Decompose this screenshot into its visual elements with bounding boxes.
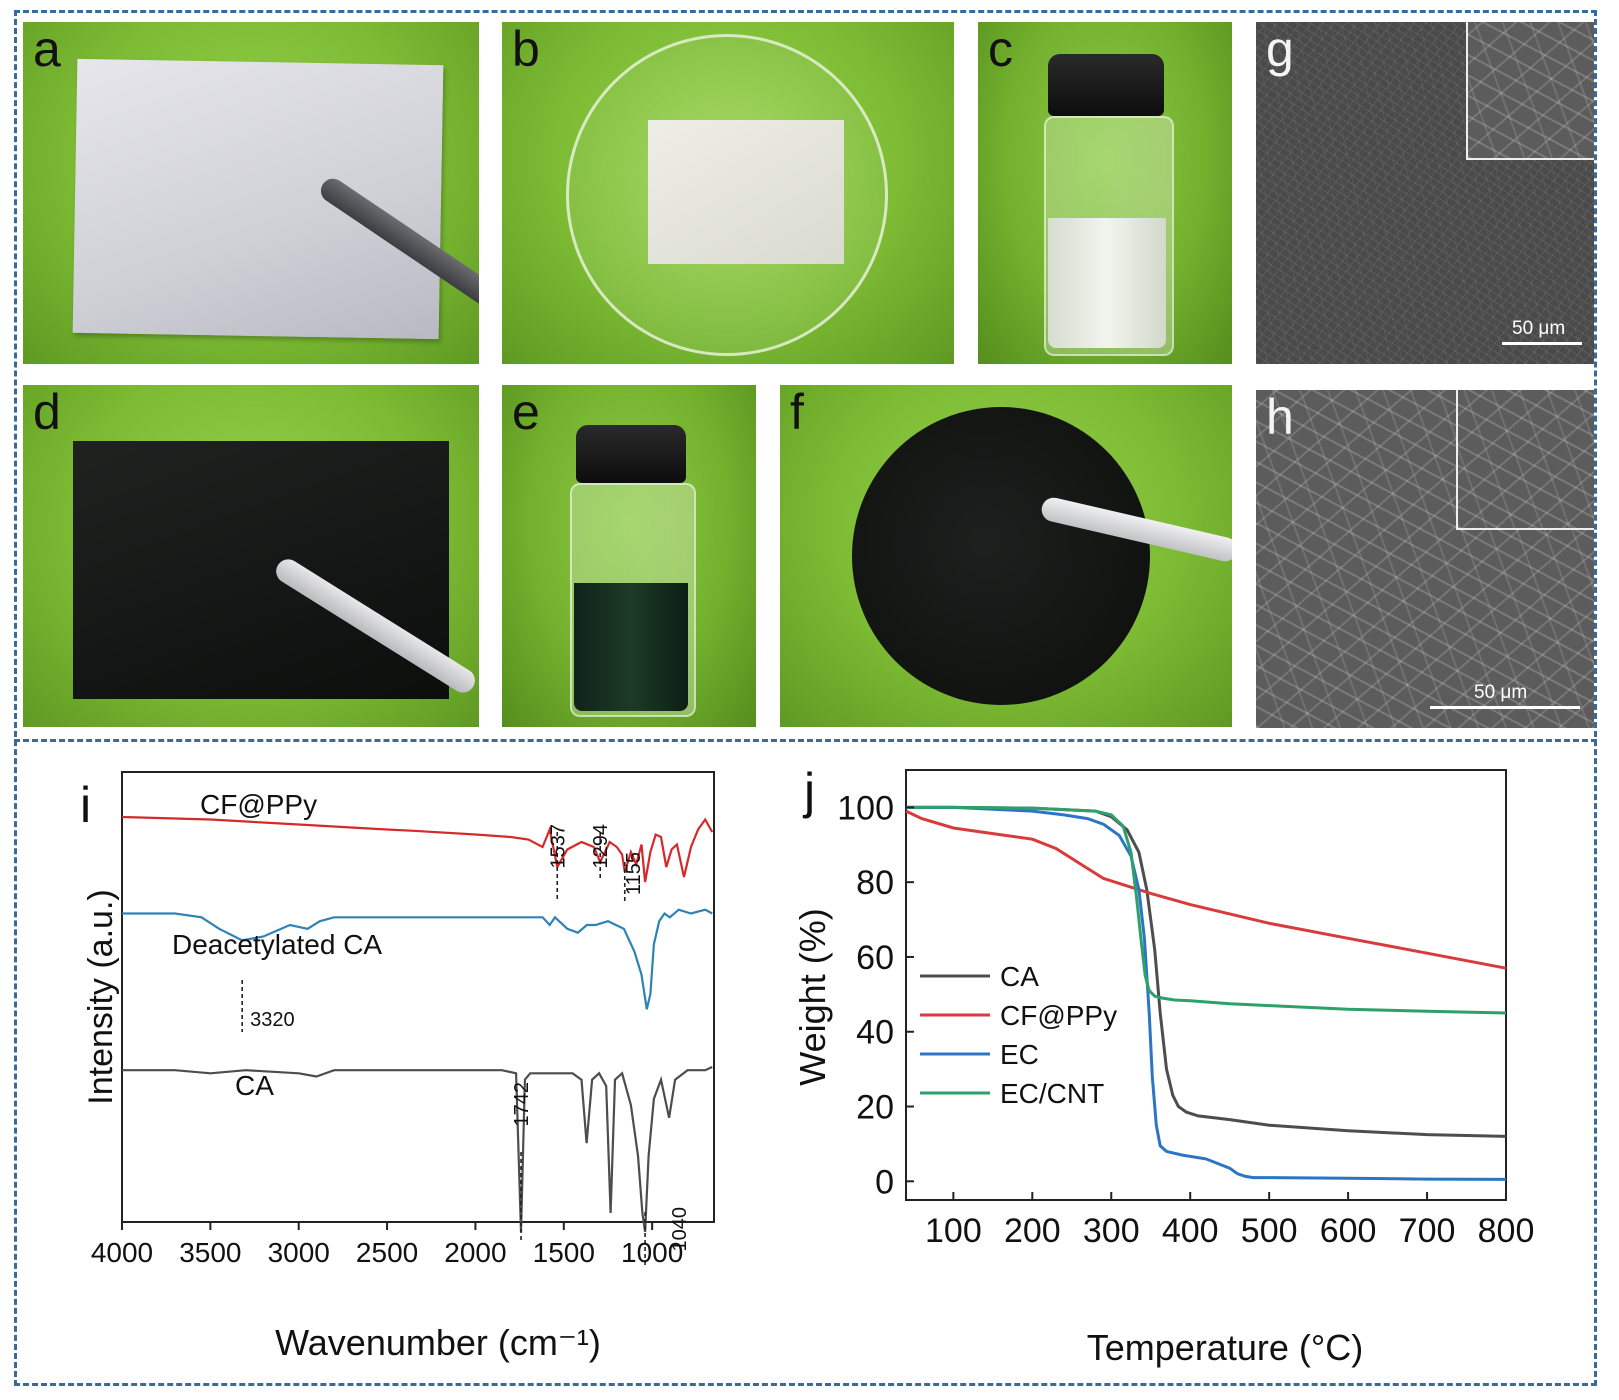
y-tick-label-100: 100 <box>837 789 894 827</box>
x-tick-label-700: 700 <box>1399 1212 1456 1250</box>
series-line-cf-ppy <box>121 815 714 883</box>
panel-b-photo: b <box>502 22 954 364</box>
y-axis-label: Weight (%) <box>792 908 833 1085</box>
vial-cap <box>576 425 686 483</box>
plot-frame <box>121 771 715 1223</box>
series-line-ec-cnt <box>906 805 1507 1015</box>
panel-label-f: f <box>790 385 804 440</box>
panel-c-photo: c <box>978 22 1232 364</box>
x-tick-label-800: 800 <box>1478 1212 1535 1250</box>
peak-label-1537: 1537 <box>547 824 569 869</box>
series-label-ca: CA <box>235 1070 274 1101</box>
series-line-ca <box>906 805 1507 1138</box>
peak-label-1155: 1155 <box>623 852 645 895</box>
panel-g-scale-bar <box>1502 342 1582 345</box>
series-label-cf-ppy: CF@PPy <box>200 789 317 820</box>
panel-label-d: d <box>33 385 61 440</box>
series-label-deacetylated-ca: Deacetylated CA <box>172 929 382 960</box>
y-tick-label-20: 20 <box>856 1089 894 1127</box>
peak-label-1742: 1742 <box>511 1082 533 1127</box>
y-tick-label-40: 40 <box>856 1014 894 1052</box>
panel-label-i: i <box>80 777 91 833</box>
x-axis-label: Temperature (°C) <box>1087 1327 1363 1368</box>
panel-h-inset <box>1456 390 1594 530</box>
black-circular-membrane <box>852 407 1150 705</box>
row-divider <box>14 739 1597 742</box>
panel-label-h: h <box>1266 390 1294 445</box>
series-line-deacetylated-ca <box>122 908 713 1010</box>
white-fiber-membrane <box>72 58 444 340</box>
panel-h-scale-bar <box>1430 706 1580 709</box>
panel-h-scale-text: 50 μm <box>1474 682 1528 703</box>
panel-d-photo: d <box>23 385 479 727</box>
black-suspension <box>574 583 688 711</box>
panel-label-c: c <box>988 22 1013 77</box>
x-tick-label-3000: 3000 <box>268 1237 330 1268</box>
panel-f-photo: f <box>780 385 1232 727</box>
y-tick-label-60: 60 <box>856 939 894 977</box>
series-line-ec <box>906 805 1507 1181</box>
panel-label-g: g <box>1266 22 1294 77</box>
x-tick-label-200: 200 <box>1004 1212 1061 1250</box>
x-tick-label-500: 500 <box>1241 1212 1298 1250</box>
x-tick-label-100: 100 <box>925 1212 982 1250</box>
x-axis-label: Wavenumber (cm⁻¹) <box>275 1322 601 1363</box>
x-tick-label-4000: 4000 <box>91 1237 153 1268</box>
white-suspension <box>1048 218 1166 348</box>
peak-label-3320: 3320 <box>250 1009 295 1031</box>
panel-label-j: j <box>802 763 815 819</box>
x-tick-label-600: 600 <box>1320 1212 1377 1250</box>
tga-chart: 100 200 300 400 500 600 700 800 0 20 40 60 80 100 CA C… <box>792 763 1535 1368</box>
legend-label-ec-cnt: EC/CNT <box>1000 1078 1104 1109</box>
series-line-ca <box>122 1065 713 1233</box>
panel-g-sem: 50 μm g <box>1256 22 1594 364</box>
peak-label-1040: 1040 <box>669 1207 691 1252</box>
x-tick-label-2500: 2500 <box>356 1237 418 1268</box>
y-tick-label-0: 0 <box>875 1163 894 1201</box>
legend-label-cf-ppy: CF@PPy <box>1000 1000 1117 1031</box>
x-tick-label-1000: 1000 <box>621 1237 683 1268</box>
x-tick-label-1500: 1500 <box>533 1237 595 1268</box>
legend-label-ca: CA <box>1000 961 1039 992</box>
panel-label-e: e <box>512 385 540 440</box>
panel-g-scale-text: 50 μm <box>1512 318 1566 339</box>
vial-cap <box>1048 54 1164 116</box>
series-line-cf-ppy <box>905 809 1507 970</box>
panel-label-a: a <box>33 22 61 77</box>
x-tick-label-2000: 2000 <box>444 1237 506 1268</box>
peak-label-1294: 1294 <box>590 824 612 869</box>
y-tick-label-80: 80 <box>856 864 894 902</box>
plot-frame <box>905 769 1507 1201</box>
x-tick-label-3500: 3500 <box>179 1237 241 1268</box>
figure-frame <box>14 10 1597 1386</box>
submerged-membrane <box>648 120 844 264</box>
panel-a-photo: a <box>23 22 479 364</box>
panel-g-inset <box>1466 22 1594 160</box>
panel-h-sem: 50 μm h <box>1256 390 1594 728</box>
y-axis-label: Intensity (a.u.) <box>82 889 120 1104</box>
panel-e-photo: e <box>502 385 756 727</box>
black-membrane <box>73 441 449 699</box>
x-tick-label-300: 300 <box>1083 1212 1140 1250</box>
panel-label-b: b <box>512 22 540 77</box>
x-tick-label-400: 400 <box>1162 1212 1219 1250</box>
legend-label-ec: EC <box>1000 1039 1039 1070</box>
ftir-chart: CF@PPy Deacetylated CA CA 1537 1294 1155 3320… <box>80 771 715 1363</box>
